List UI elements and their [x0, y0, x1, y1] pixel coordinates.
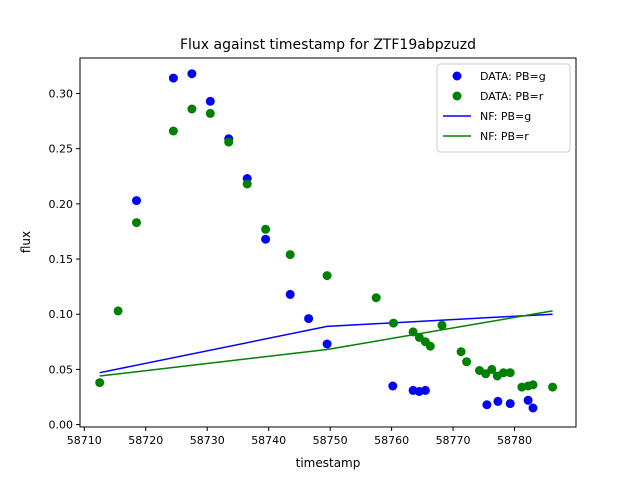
data-point-series-1	[242, 179, 252, 189]
data-point-series-0	[493, 396, 503, 406]
x-tick-label: 58730	[190, 434, 225, 447]
data-point-series-1	[322, 271, 332, 281]
data-point-series-1	[224, 137, 234, 147]
data-point-series-1	[187, 104, 197, 114]
data-point-series-0	[505, 399, 515, 409]
y-axis-label: flux	[19, 231, 33, 253]
data-point-series-1	[437, 320, 447, 330]
x-tick-label: 58760	[374, 434, 409, 447]
legend-label: DATA: PB=r	[480, 90, 544, 103]
series-line-3	[99, 310, 553, 377]
data-point-series-1	[285, 250, 295, 260]
x-axis-label: timestamp	[296, 456, 361, 470]
data-point-series-0	[132, 196, 141, 206]
x-tick-label: 58770	[436, 434, 471, 447]
data-point-series-0	[420, 385, 430, 395]
legend-marker	[452, 71, 462, 81]
axes-frame	[79, 57, 577, 428]
data-point-series-0	[261, 234, 271, 244]
data-point-series-1	[132, 218, 141, 228]
y-tick-label: 0.20	[49, 198, 74, 211]
data-point-series-1	[113, 306, 123, 316]
plot-area	[95, 69, 558, 413]
y-tick-label: 0.25	[49, 143, 74, 156]
data-point-series-1	[261, 224, 271, 234]
data-point-series-1	[168, 126, 178, 136]
legend-box	[436, 63, 571, 153]
data-point-series-1	[408, 327, 418, 337]
data-point-series-0	[528, 403, 538, 413]
x-tick-label: 58720	[128, 434, 163, 447]
series-line-2	[99, 313, 553, 374]
data-point-series-0	[187, 69, 197, 79]
x-tick-label: 58780	[497, 434, 532, 447]
data-point-series-1	[505, 368, 515, 378]
legend-marker	[452, 91, 462, 101]
legend-label: NF: PB=r	[480, 130, 529, 143]
y-axis: 0.00 0.05 0.10 0.15 0.20 0.25 0.30	[49, 88, 80, 432]
data-point-series-0	[322, 339, 332, 349]
data-point-series-0	[168, 73, 178, 83]
data-point-series-1	[462, 357, 472, 367]
y-tick-label: 0.15	[49, 253, 74, 266]
x-tick-label: 58740	[251, 434, 286, 447]
data-point-series-1	[389, 318, 398, 328]
x-axis: 58710 58720 58730 58740 58750 58760 58770 58780	[67, 427, 532, 447]
y-tick-label: 0.10	[49, 308, 74, 321]
data-point-series-0	[304, 314, 314, 324]
data-point-series-1	[95, 378, 105, 388]
data-point-series-1	[205, 108, 215, 118]
x-tick-label: 58710	[67, 434, 102, 447]
legend: DATA: PB=g DATA: PB=r NF: PB=g NF: PB=r	[436, 63, 571, 153]
data-point-series-1	[425, 341, 435, 351]
y-tick-label: 0.05	[49, 363, 74, 376]
data-point-series-0	[285, 289, 295, 299]
y-tick-label: 0.00	[49, 419, 74, 432]
chart-title: Flux against timestamp for ZTF19abpzuzd	[180, 37, 476, 53]
data-point-series-1	[548, 382, 558, 392]
data-point-series-0	[205, 96, 215, 106]
data-point-series-1	[456, 347, 466, 357]
data-point-series-1	[371, 293, 381, 303]
data-point-series-1	[499, 368, 508, 378]
legend-label: DATA: PB=g	[480, 70, 546, 83]
data-point-series-0	[523, 395, 533, 405]
data-point-series-0	[388, 381, 398, 391]
legend-label: NF: PB=g	[480, 110, 531, 123]
x-tick-label: 58750	[313, 434, 348, 447]
data-point-series-0	[482, 400, 492, 410]
data-point-series-1	[528, 380, 538, 390]
data-point-series-1	[487, 364, 497, 374]
y-tick-label: 0.30	[49, 88, 74, 101]
